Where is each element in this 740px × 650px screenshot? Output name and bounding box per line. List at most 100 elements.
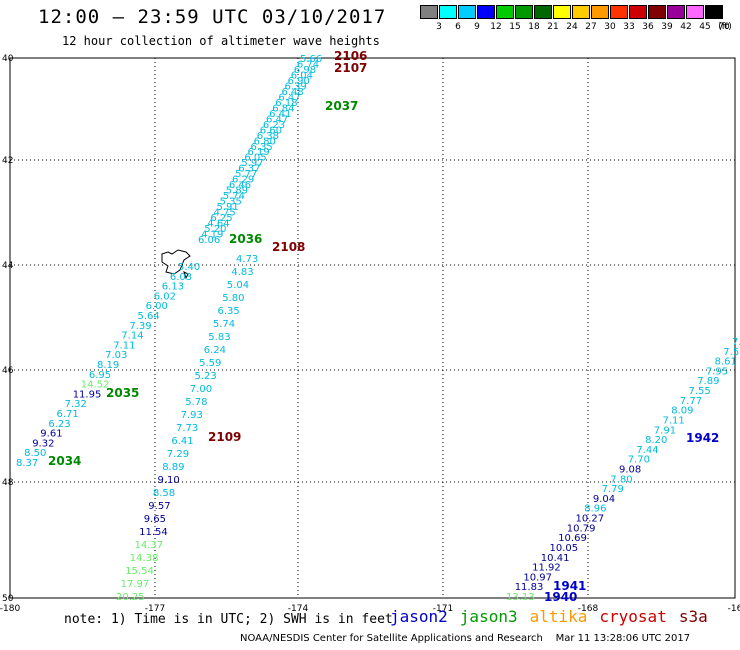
legend-label: 9 — [474, 22, 480, 32]
wave-height-value: 6.71 — [57, 409, 79, 420]
wave-height-value: 10.41 — [541, 553, 570, 564]
legend-swatch — [610, 5, 628, 19]
map-border — [9, 57, 736, 599]
wave-height-value: 14.52 — [81, 380, 110, 391]
wave-height-value: 7.14 — [121, 331, 143, 342]
satellite-label: jason3 — [459, 607, 518, 626]
wave-height-value: 6.95 — [89, 370, 111, 381]
wave-height-value: 6.41 — [171, 436, 193, 447]
wave-height-value: 6.04 — [291, 71, 313, 82]
lon-label: -177 — [145, 604, 165, 614]
wave-height-value: 7.89 — [697, 376, 719, 387]
wave-height-value: 5.66 — [300, 54, 322, 65]
wave-height-value: 5.23 — [195, 371, 217, 382]
pass-time-label: 1941 — [553, 579, 586, 593]
pass-time-label: 1942 — [686, 431, 719, 445]
wave-height-value: 5.80 — [222, 293, 244, 304]
wave-height-value: 6.35 — [218, 306, 240, 317]
wave-height-value: 4.19 — [201, 230, 223, 241]
latitude-labels: 40 42 44 46 48 50 — [2, 54, 14, 604]
wave-height-value: 9.61 — [40, 429, 62, 440]
wave-height-value: 7.29 — [167, 449, 189, 460]
wave-height-value: 6.38 — [257, 131, 279, 142]
legend-label: 42 — [680, 22, 692, 32]
legend-swatch — [629, 5, 647, 19]
legend-swatch — [553, 5, 571, 19]
wave-height-value: 8.89 — [162, 462, 184, 473]
wave-height-value: 7. — [732, 337, 740, 348]
wave-height-value: 4.73 — [236, 254, 258, 265]
wave-height-value: 10.27 — [576, 514, 605, 525]
legend-label: 36 — [642, 22, 654, 32]
wave-height-value: 6.47 — [278, 92, 300, 103]
wave-height-value: 5.64 — [138, 311, 160, 322]
legend-label: 45 — [699, 22, 711, 32]
wave-height-value: 14.38 — [130, 553, 159, 564]
wave-height-value: 7.93 — [181, 410, 203, 421]
legend-label: 27 — [585, 22, 597, 32]
legend-label: 3 — [436, 22, 442, 32]
map-frame — [9, 57, 736, 599]
wave-height-value: 11.83 — [515, 582, 544, 593]
wave-height-value: 20.25 — [116, 592, 145, 603]
wave-height-value: 6.25 — [210, 213, 232, 224]
lon-label: -174 — [288, 604, 309, 614]
satellite-label: jason2 — [390, 607, 448, 626]
wave-height-value: 5.91 — [217, 202, 239, 213]
wave-height-value: 5.78 — [185, 397, 207, 408]
wave-height-value: 7.79 — [602, 484, 624, 495]
wave-height-value: 9.04 — [593, 494, 615, 505]
pass-time-label: 2036 — [229, 232, 262, 246]
wave-height-value: 6.19 — [248, 147, 270, 158]
wave-height-value: 7.39 — [129, 321, 151, 332]
wave-height-value: 11.54 — [139, 527, 168, 538]
lat-label: 44 — [2, 261, 14, 271]
wave-height-value: 4.83 — [231, 267, 253, 278]
pass-time-label: 2035 — [106, 386, 139, 400]
wave-height-value: 6.84 — [272, 103, 294, 114]
legend-swatch — [705, 5, 723, 19]
wave-height-value: 5.20 — [204, 224, 226, 235]
wave-height-value: 7.95 — [706, 366, 728, 377]
wave-height-value: 5.35 — [220, 197, 242, 208]
legend-label: 30 — [604, 22, 616, 32]
wave-height-value: 8.61 — [715, 357, 737, 368]
legend-swatch — [648, 5, 666, 19]
wave-height-value: 17.97 — [121, 579, 150, 590]
pass-time-label: 2106 — [334, 49, 367, 63]
legend-label: 33 — [623, 22, 635, 32]
wave-height-value: 14.37 — [135, 540, 164, 551]
pass-time-label: 2109 — [208, 430, 241, 444]
wave-height-value: 9.08 — [619, 465, 641, 476]
wave-height-value: 10.05 — [550, 543, 579, 554]
pass-time-label: 2034 — [48, 454, 81, 468]
wave-height-value: 9.10 — [158, 475, 180, 486]
satellite-legend: jason2 jason3 altika cryosat s3a — [390, 607, 720, 626]
wave-height-value: 6.41 — [269, 109, 291, 120]
wave-height-value: 6.80 — [254, 136, 276, 147]
wave-height-value: 5.59 — [199, 358, 221, 369]
legend-label: 21 — [547, 22, 559, 32]
wave-height-value: 8.37 — [16, 458, 38, 469]
wave-height-value: 7.91 — [654, 425, 676, 436]
lat-label: 42 — [2, 156, 13, 166]
wave-height-value: 5.97 — [241, 158, 263, 169]
wave-height-value: 6.03 — [170, 272, 192, 283]
legend-label: 24 — [566, 22, 578, 32]
wave-height-value: 7.77 — [680, 396, 702, 407]
wave-height-value: 13.13 — [506, 592, 535, 603]
wave-height-value: 6.23 — [48, 419, 70, 430]
pass-time-label: 2107 — [334, 61, 367, 75]
wave-height-value: 6.46 — [229, 180, 251, 191]
legend-label: 15 — [509, 22, 521, 32]
wave-height-value: 8.96 — [584, 504, 606, 515]
wave-height-value: 7.32 — [65, 399, 87, 410]
wave-height-value: 6.02 — [154, 291, 176, 302]
wave-height-value: 7.5 — [723, 347, 739, 358]
wave-height-value: 5.74 — [213, 319, 235, 330]
legend-swatch — [572, 5, 590, 19]
wave-height-value: 6.48 — [282, 87, 304, 98]
wave-height-value: 6.47 — [266, 114, 288, 125]
wave-height-value: 7.03 — [105, 350, 127, 361]
wave-height-value: 9.32 — [32, 438, 54, 449]
